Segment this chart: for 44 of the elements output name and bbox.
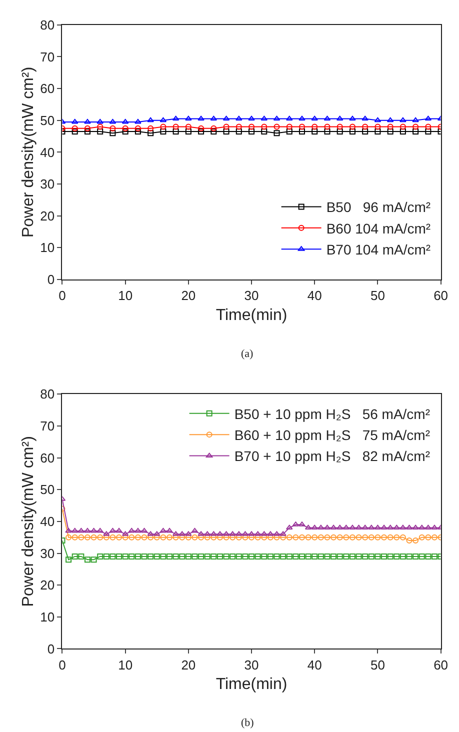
x-axis-title: Time(min) [216, 306, 288, 324]
x-tick-label: 60 [434, 657, 448, 672]
y-tick-label: 10 [40, 240, 55, 256]
y-tick-label: 20 [40, 208, 55, 224]
x-tick-label: 50 [370, 288, 385, 304]
y-tick-label: 0 [47, 641, 55, 656]
legend-label: B70 + 10 ppm H₂S 82 mA/cm² [234, 448, 430, 464]
y-tick-label: 20 [40, 578, 55, 593]
x-tick-label: 10 [118, 288, 133, 304]
y-tick-label: 60 [40, 450, 55, 466]
x-axis-title: Time(min) [216, 676, 288, 694]
x-tick-label: 10 [118, 657, 133, 672]
legend-label: B50 96 mA/cm² [326, 199, 431, 216]
y-tick-label: 10 [40, 609, 55, 624]
x-tick-label: 40 [307, 657, 322, 672]
x-tick-label: 0 [58, 288, 66, 304]
y-tick-label: 80 [40, 386, 55, 402]
x-tick-label: 50 [370, 657, 385, 672]
legend-label: B70 104 mA/cm² [326, 242, 431, 258]
text: (a) [241, 348, 254, 360]
y-axis-title: Power density(mW cm²) [20, 66, 38, 238]
y-tick-label: 30 [40, 176, 55, 192]
x-tick-label: 0 [58, 657, 66, 672]
text: (b) [241, 717, 254, 729]
y-tick-label: 50 [40, 112, 55, 128]
y-tick-label: 70 [40, 49, 55, 64]
y-tick-label: 80 [40, 17, 55, 32]
y-tick-label: 50 [40, 482, 55, 498]
y-tick-label: 40 [40, 144, 55, 160]
y-tick-label: 40 [40, 514, 55, 529]
x-tick-label: 30 [244, 657, 259, 672]
legend-label: B60 104 mA/cm² [326, 220, 431, 236]
y-tick-label: 30 [40, 546, 55, 561]
y-tick-label: 60 [40, 81, 55, 96]
x-tick-label: 40 [307, 288, 322, 304]
y-axis-title: Power density(mW cm²) [20, 436, 38, 607]
y-tick-label: 0 [47, 272, 55, 288]
x-tick-label: 20 [181, 657, 196, 672]
legend-label: B50 + 10 ppm H₂S 56 mA/cm² [234, 406, 430, 422]
y-tick-label: 70 [40, 418, 55, 434]
x-tick-label: 30 [244, 288, 259, 304]
x-tick-label: 20 [181, 288, 196, 304]
legend-label: B60 + 10 ppm H₂S 75 mA/cm² [234, 427, 430, 444]
x-tick-label: 60 [434, 288, 448, 304]
